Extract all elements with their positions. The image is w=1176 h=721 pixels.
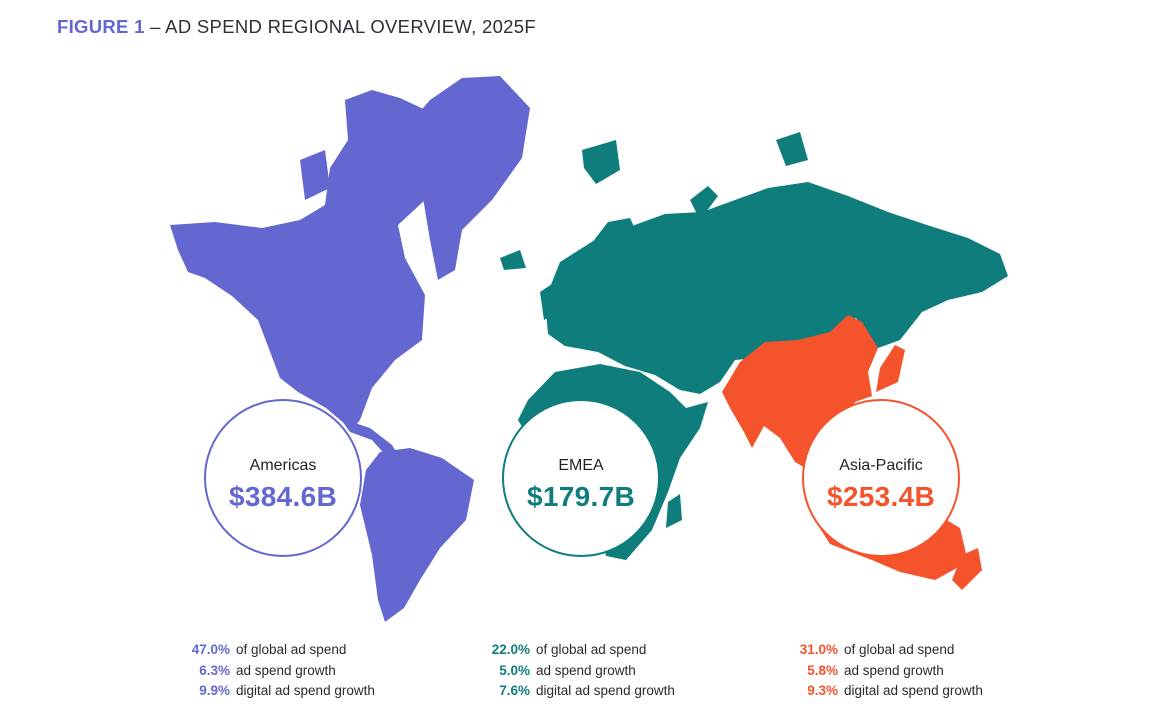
stat-label: ad spend growth [536, 662, 636, 678]
emea-stats: 22.0% of global ad spend 5.0% ad spend gro… [476, 640, 675, 702]
stat-label: ad spend growth [236, 662, 336, 678]
stat-label: of global ad spend [536, 642, 647, 657]
central-america-shape [340, 418, 400, 458]
japan-shape [876, 345, 905, 392]
severnaya-shape [776, 132, 808, 166]
stat-value: 5.0% [499, 662, 530, 678]
asia-pacific-stats: 31.0% of global ad spend 5.8% ad spend gro… [784, 640, 983, 702]
figure-title-text: – AD SPEND REGIONAL OVERVIEW, 2025F [150, 16, 536, 37]
stat-value: 9.9% [199, 683, 230, 698]
stat-label: digital ad spend growth [844, 683, 983, 698]
emea-value: $179.7B [527, 481, 635, 512]
novaya-zemlya-shape [690, 186, 718, 220]
stat-row: 7.6% digital ad spend growth [476, 681, 675, 702]
americas-circle: Americas $384.6B [204, 399, 362, 557]
stat-value: 5.8% [807, 662, 838, 678]
stat-value: 9.3% [807, 683, 838, 698]
europe-russia-shape [545, 182, 1008, 394]
americas-landmass [170, 76, 530, 622]
stat-label: of global ad spend [844, 642, 955, 657]
stat-label: digital ad spend growth [536, 683, 675, 698]
uk-shape [540, 284, 558, 320]
stat-row: 6.3% ad spend growth [176, 661, 375, 682]
svalbard-shape [582, 140, 620, 184]
stat-value: 22.0% [491, 642, 530, 657]
stat-value: 6.3% [199, 662, 230, 678]
stat-value: 7.6% [499, 683, 530, 698]
stat-value: 47.0% [191, 642, 230, 657]
stat-row: 31.0% of global ad spend [784, 640, 983, 661]
north-america-shape [170, 90, 440, 430]
greenland-shape [395, 76, 530, 280]
americas-stats: 47.0% of global ad spend 6.3% ad spend gro… [176, 640, 375, 702]
figure-label: FIGURE 1 [57, 16, 145, 37]
emea-circle: EMEA $179.7B [502, 399, 660, 557]
stat-row: 9.9% digital ad spend growth [176, 681, 375, 702]
iceland-shape [500, 250, 526, 270]
americas-value: $384.6B [229, 481, 337, 512]
stat-row: 5.8% ad spend growth [784, 661, 983, 682]
figure-title: FIGURE 1 – AD SPEND REGIONAL OVERVIEW, 2… [57, 16, 536, 38]
asia-pacific-name: Asia-Pacific [839, 457, 923, 474]
stat-row: 22.0% of global ad spend [476, 640, 675, 661]
stat-label: of global ad spend [236, 642, 347, 657]
madagascar-shape [666, 494, 682, 528]
stat-row: 9.3% digital ad spend growth [784, 681, 983, 702]
emea-name: EMEA [558, 457, 604, 474]
new-zealand-shape [952, 548, 982, 590]
stat-row: 5.0% ad spend growth [476, 661, 675, 682]
stat-value: 31.0% [799, 642, 838, 657]
asia-pacific-value: $253.4B [827, 481, 935, 512]
americas-name: Americas [249, 457, 317, 474]
arctic-island-shape [300, 150, 330, 200]
asia-pacific-circle: Asia-Pacific $253.4B [802, 399, 960, 557]
scandinavia-shape [588, 218, 640, 272]
stat-label: ad spend growth [844, 662, 944, 678]
south-america-shape [360, 448, 474, 622]
stat-label: digital ad spend growth [236, 683, 375, 698]
stat-row: 47.0% of global ad spend [176, 640, 375, 661]
